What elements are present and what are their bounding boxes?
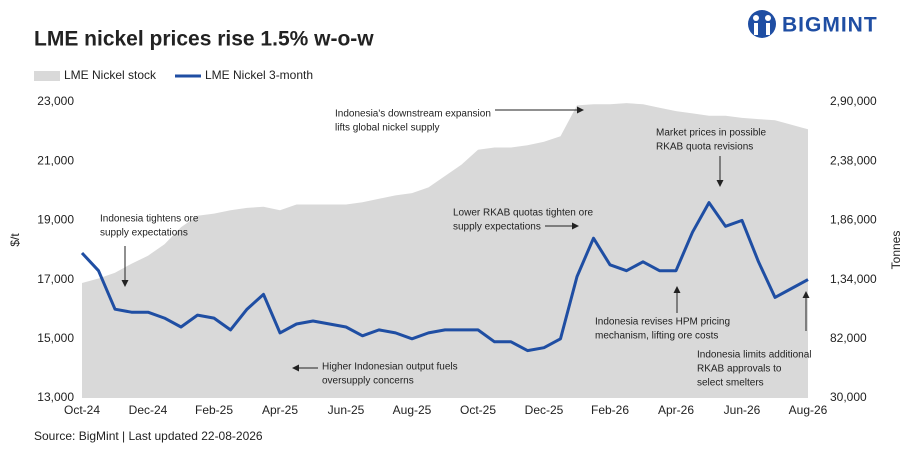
x-tick-label: Feb-25 xyxy=(195,403,233,417)
x-tick-label: Apr-25 xyxy=(262,403,298,417)
annotation: lifts global nickel supply xyxy=(335,123,440,134)
annotation: Indonesia tightens ore xyxy=(100,214,199,225)
y-tick-label: 15,000 xyxy=(37,331,74,345)
annotation: supply expectations xyxy=(453,222,541,233)
x-tick-label: Aug-25 xyxy=(393,403,432,417)
annotation: Indonesia limits additional xyxy=(697,350,812,361)
logo: BIGMINT xyxy=(748,10,878,38)
source: Source: BigMint | Last updated 22-08-202… xyxy=(34,429,263,443)
annotations: Indonesia's downstream expansion lifts gl… xyxy=(100,106,812,389)
annotation: oversupply concerns xyxy=(322,376,414,387)
brand: BIGMINT xyxy=(782,14,878,37)
y-tick-label: 21,000 xyxy=(37,153,74,167)
x-tick-label: Dec-25 xyxy=(525,403,564,417)
annotation: Indonesia revises HPM pricing xyxy=(595,317,730,328)
x-tick-label: Jun-25 xyxy=(328,403,365,417)
chart-title: LME nickel prices rise 1.5% w-o-w xyxy=(34,28,374,51)
y2-tick-label: 2,90,000 xyxy=(830,94,877,108)
y2-tick-label: 1,34,000 xyxy=(830,272,877,286)
y2-axis-label: Tonnes xyxy=(889,231,903,270)
y2-tick-label: 2,38,000 xyxy=(830,153,877,167)
legend-label: LME Nickel 3-month xyxy=(205,68,313,82)
y-tick-label: 17,000 xyxy=(37,272,74,286)
x-tick-label: Feb-26 xyxy=(591,403,629,417)
y2-tick-label: 82,000 xyxy=(830,331,867,345)
x-tick-label: Oct-24 xyxy=(64,403,100,417)
y-tick-label: 13,000 xyxy=(37,390,74,404)
annotation: Higher Indonesian output fuels xyxy=(322,362,458,373)
area xyxy=(82,103,808,398)
x-tick-label: Dec-24 xyxy=(129,403,168,417)
y-axis-label: $/t xyxy=(8,233,22,247)
y-tick-label: 23,000 xyxy=(37,94,74,108)
annotation: supply expectations xyxy=(100,228,188,239)
annotation: select smelters xyxy=(697,378,764,389)
legend-label: LME Nickel stock xyxy=(64,68,157,82)
x-tick-label: Aug-26 xyxy=(789,403,828,417)
x-tick-label: Oct-25 xyxy=(460,403,496,417)
x-tick-label: Jun-26 xyxy=(724,403,761,417)
line xyxy=(80,201,809,353)
annotation: mechanism, lifting ore costs xyxy=(595,331,718,342)
y-tick-label: 19,000 xyxy=(37,213,74,227)
annotation: Lower RKAB quotas tighten ore xyxy=(453,208,594,219)
legend-swatch xyxy=(34,71,60,81)
annotation: Market prices in possible xyxy=(656,128,766,139)
y2-tick-label: 1,86,000 xyxy=(830,213,877,227)
x-tick-label: Apr-26 xyxy=(658,403,694,417)
annotation: RKAB quota revisions xyxy=(656,142,753,153)
y2-tick-label: 30,000 xyxy=(830,390,867,404)
annotation: Indonesia's downstream expansion xyxy=(335,109,491,120)
annotation: RKAB approvals to xyxy=(697,364,782,375)
